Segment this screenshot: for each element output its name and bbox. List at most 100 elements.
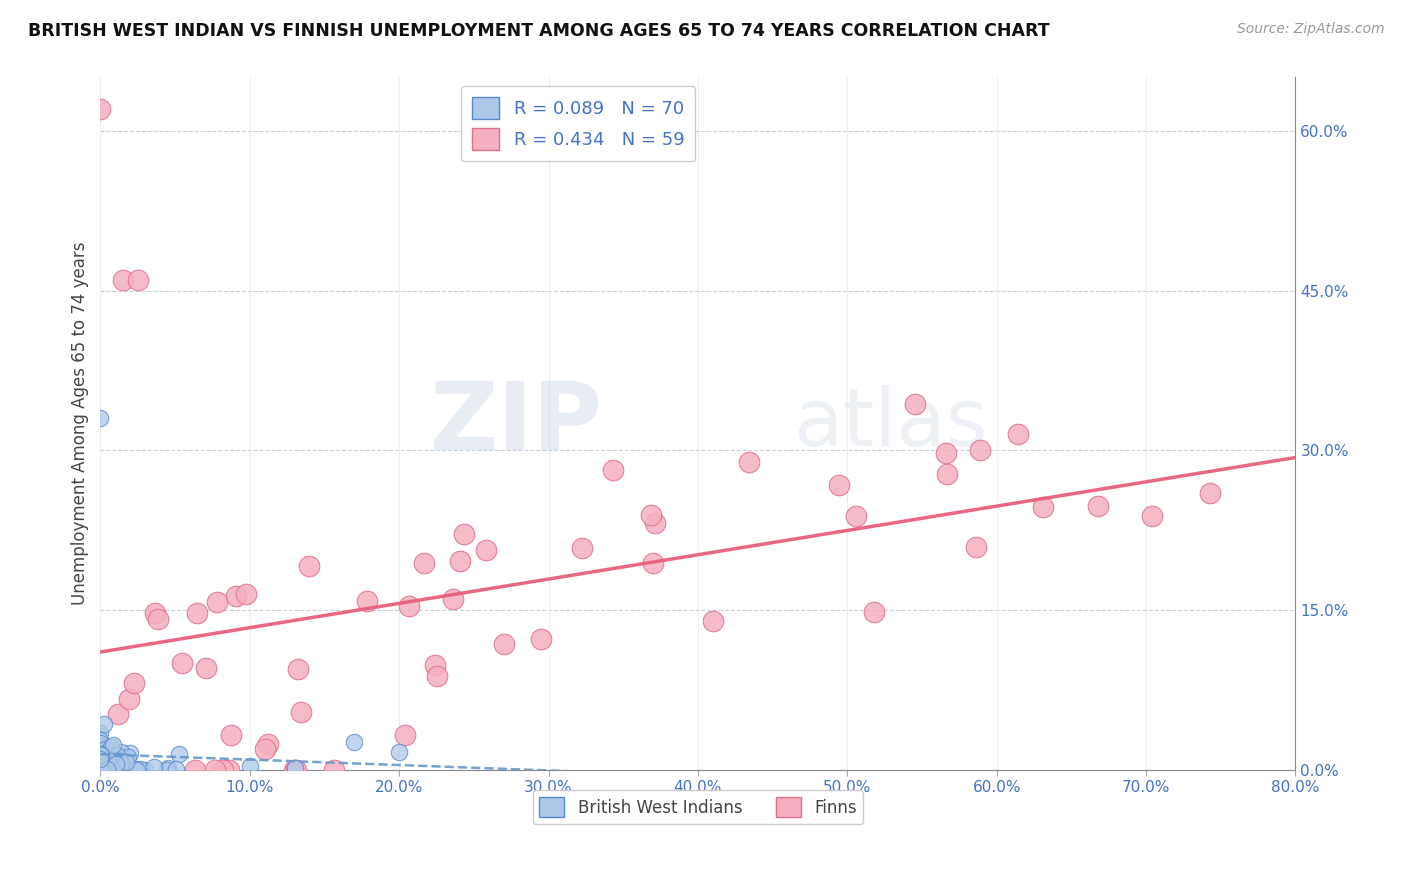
Point [89, 759, 111, 773]
Point [167, 747, 190, 762]
Point [412, 556, 434, 570]
Point [110, 754, 132, 768]
Point [91, 760, 114, 774]
Point [129, 762, 152, 776]
Point [97, 759, 120, 773]
Point [441, 592, 464, 607]
Point [89, 752, 111, 766]
Point [218, 763, 240, 777]
Point [107, 707, 129, 722]
Point [89, 755, 111, 769]
Point [702, 614, 724, 628]
Point [89, 103, 111, 117]
Point [283, 763, 305, 777]
Text: BRITISH WEST INDIAN VS FINNISH UNEMPLOYMENT AMONG AGES 65 TO 74 YEARS CORRELATIO: BRITISH WEST INDIAN VS FINNISH UNEMPLOYM… [28, 22, 1050, 40]
Point [122, 676, 145, 690]
Point [89, 763, 111, 777]
Point [89, 759, 111, 773]
Point [641, 556, 664, 570]
Point [89, 762, 111, 776]
Point [124, 762, 146, 776]
Point [89, 755, 111, 769]
Point [100, 755, 122, 769]
Point [1032, 500, 1054, 514]
Point [322, 763, 344, 777]
Text: ZIP: ZIP [429, 377, 602, 470]
Point [105, 747, 128, 762]
Point [91, 759, 114, 773]
Point [186, 606, 208, 620]
Point [111, 273, 134, 287]
Point [1007, 427, 1029, 442]
Point [89, 736, 111, 750]
Point [343, 735, 366, 749]
Point [449, 554, 471, 568]
Point [143, 760, 166, 774]
Point [94, 749, 117, 764]
Point [89, 759, 111, 773]
Point [965, 541, 987, 555]
Point [165, 762, 187, 776]
Point [89, 751, 111, 765]
Point [828, 477, 851, 491]
Point [110, 762, 132, 776]
Point [235, 587, 257, 601]
Point [104, 757, 127, 772]
Point [93, 749, 115, 764]
Point [935, 446, 957, 460]
Point [89, 739, 111, 753]
Point [530, 632, 553, 647]
Point [1199, 486, 1222, 500]
Point [602, 463, 624, 477]
Point [101, 762, 124, 776]
Point [1087, 499, 1109, 513]
Point [89, 761, 111, 775]
Point [287, 662, 309, 676]
Point [89, 761, 111, 775]
Point [239, 759, 262, 773]
Point [194, 661, 217, 675]
Point [115, 756, 138, 770]
Point [172, 656, 194, 670]
Point [253, 742, 276, 756]
Point [475, 543, 498, 558]
Point [845, 509, 868, 524]
Point [118, 746, 141, 760]
Text: Source: ZipAtlas.com: Source: ZipAtlas.com [1237, 22, 1385, 37]
Point [94, 758, 117, 772]
Point [936, 467, 959, 482]
Point [93, 716, 115, 731]
Point [284, 763, 307, 777]
Point [90, 761, 112, 775]
Point [148, 612, 170, 626]
Point [117, 750, 139, 764]
Point [89, 747, 111, 761]
Point [94, 762, 117, 776]
Point [571, 541, 593, 556]
Point [89, 411, 111, 425]
Point [494, 637, 516, 651]
Legend: British West Indians, Finns: British West Indians, Finns [533, 790, 863, 824]
Point [204, 763, 226, 777]
Point [127, 763, 149, 777]
Point [89, 726, 111, 740]
Point [117, 691, 139, 706]
Point [969, 442, 991, 457]
Point [156, 763, 179, 777]
Point [184, 763, 207, 777]
Point [134, 763, 156, 777]
Point [283, 761, 305, 775]
Text: atlas: atlas [793, 384, 988, 463]
Point [257, 737, 280, 751]
Point [904, 397, 927, 411]
Point [97, 752, 120, 766]
Point [356, 594, 378, 608]
Point [426, 669, 449, 683]
Point [90, 747, 112, 762]
Point [398, 599, 420, 613]
Point [110, 759, 132, 773]
Point [100, 739, 122, 754]
Point [225, 589, 247, 603]
Point [290, 706, 312, 720]
Point [394, 728, 416, 742]
